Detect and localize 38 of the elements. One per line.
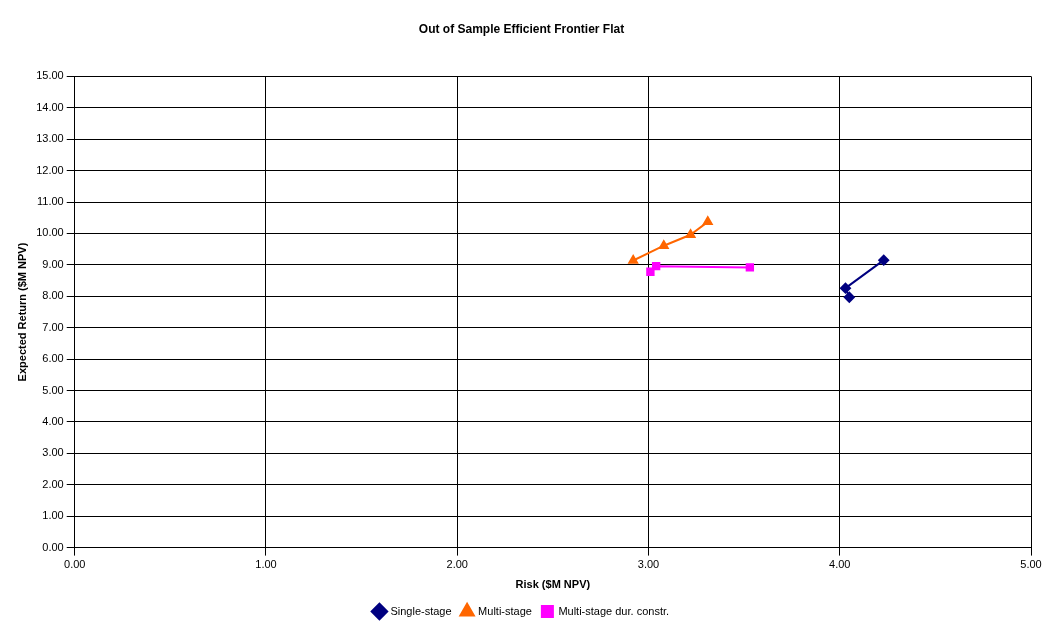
point: [658, 240, 669, 249]
x-tick-label: 4.00: [829, 558, 851, 571]
point: [745, 263, 755, 272]
point: [702, 216, 713, 226]
y-tick-label: 2.00: [42, 477, 64, 490]
y-tick-label: 0.00: [42, 540, 64, 553]
x-tick-label: 0.00: [64, 558, 86, 571]
legend-label: Single-stage: [390, 604, 452, 617]
y-axis-title: Expected Return ($M NPV): [15, 242, 28, 382]
y-tick-label: 10.00: [36, 226, 64, 239]
y-tick-label: 4.00: [42, 414, 64, 427]
point: [878, 254, 890, 266]
y-tick-label: 12.00: [36, 163, 64, 176]
legend-label: Multi-stage: [478, 604, 532, 617]
y-tick-label: 3.00: [42, 446, 64, 459]
y-tick-label: 7.00: [42, 320, 64, 333]
point: [843, 291, 855, 303]
x-tick-label: 2.00: [446, 558, 468, 571]
x-axis-title: Risk ($M NPV): [515, 578, 591, 591]
y-tick-label: 14.00: [36, 100, 64, 113]
y-tick-label: 6.00: [42, 352, 64, 365]
point: [685, 229, 696, 238]
y-tick-label: 1.00: [42, 509, 64, 522]
y-tick-label: 9.00: [42, 257, 64, 270]
chart-title: Out of Sample Efficient Frontier Flat: [418, 21, 625, 36]
x-tick-label: 5.00: [1020, 558, 1042, 571]
y-tick-label: 8.00: [42, 289, 64, 302]
point: [646, 267, 655, 276]
y-tick-label: 11.00: [37, 195, 64, 208]
point: [651, 261, 661, 271]
y-tick-label: 13.00: [36, 132, 64, 145]
y-tick-label: 5.00: [42, 383, 64, 396]
point: [839, 282, 851, 294]
y-tick-label: 15.00: [36, 69, 64, 82]
legend-label: Multi-stage dur. constr.: [558, 604, 670, 617]
x-tick-label: 1.00: [255, 558, 277, 571]
point: [628, 254, 639, 264]
x-tick-label: 3.00: [637, 558, 660, 571]
